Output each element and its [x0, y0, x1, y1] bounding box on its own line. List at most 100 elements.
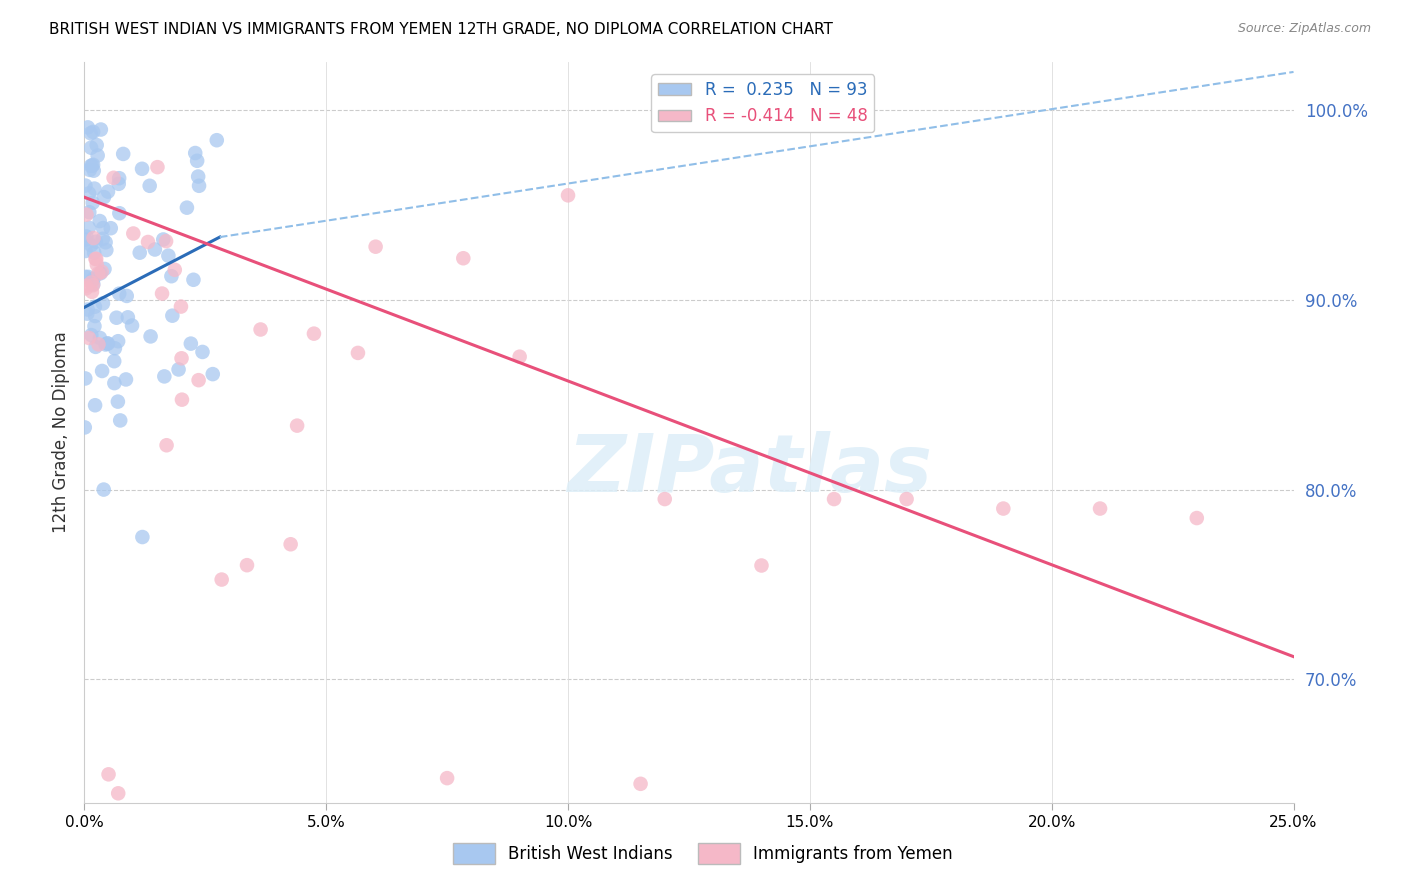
Point	[557, 188, 579, 202]
Point	[180, 336, 202, 351]
Point	[1185, 511, 1208, 525]
Point	[187, 373, 209, 387]
Point	[170, 351, 193, 366]
Point	[139, 329, 162, 343]
Point	[94, 235, 117, 250]
Point	[150, 286, 173, 301]
Point	[138, 178, 160, 193]
Point	[83, 272, 105, 286]
Point	[285, 418, 308, 433]
Point	[75, 244, 97, 258]
Point	[107, 786, 129, 800]
Point	[121, 318, 143, 333]
Point	[1088, 501, 1111, 516]
Point	[75, 278, 97, 293]
Point	[84, 309, 107, 323]
Text: Source: ZipAtlas.com: Source: ZipAtlas.com	[1237, 22, 1371, 36]
Point	[191, 345, 214, 359]
Point	[249, 322, 271, 336]
Point	[79, 205, 101, 219]
Point	[83, 181, 105, 195]
Point	[86, 258, 108, 272]
Point	[108, 171, 131, 186]
Point	[83, 163, 105, 178]
Point	[302, 326, 325, 341]
Point	[186, 153, 208, 168]
Text: ZIPatlas: ZIPatlas	[567, 431, 932, 508]
Point	[436, 771, 458, 785]
Point	[107, 177, 129, 191]
Point	[90, 122, 112, 136]
Point	[152, 232, 174, 246]
Point	[155, 438, 177, 452]
Point	[115, 289, 138, 303]
Point	[654, 491, 676, 506]
Point	[176, 201, 198, 215]
Point	[82, 158, 104, 172]
Point	[84, 398, 107, 412]
Point	[162, 309, 184, 323]
Point	[108, 286, 131, 301]
Legend: British West Indians, Immigrants from Yemen: British West Indians, Immigrants from Ye…	[447, 837, 959, 871]
Point	[94, 337, 117, 351]
Point	[184, 146, 207, 161]
Point	[97, 767, 120, 781]
Point	[82, 277, 104, 292]
Point	[79, 162, 101, 177]
Point	[79, 126, 101, 140]
Point	[108, 206, 131, 220]
Point	[82, 195, 104, 210]
Point	[83, 231, 105, 245]
Point	[83, 245, 105, 260]
Point	[84, 252, 107, 266]
Point	[347, 346, 370, 360]
Point	[80, 159, 103, 173]
Point	[77, 220, 100, 235]
Point	[83, 300, 105, 314]
Point	[107, 394, 129, 409]
Point	[188, 178, 211, 193]
Point	[80, 328, 103, 343]
Point	[96, 243, 118, 257]
Point	[77, 186, 100, 201]
Point	[84, 340, 107, 354]
Point	[82, 278, 104, 293]
Point	[163, 262, 186, 277]
Point	[76, 208, 98, 222]
Point	[100, 221, 122, 235]
Point	[131, 161, 153, 176]
Point	[453, 252, 475, 266]
Point	[115, 372, 138, 386]
Point	[211, 573, 233, 587]
Point	[76, 307, 98, 321]
Point	[84, 235, 107, 249]
Point	[143, 243, 166, 257]
Point	[112, 147, 135, 161]
Point	[86, 138, 108, 153]
Point	[280, 537, 302, 551]
Point	[146, 160, 169, 174]
Point	[104, 341, 127, 355]
Point	[75, 281, 97, 295]
Point	[73, 420, 96, 434]
Point	[80, 276, 103, 290]
Point	[91, 296, 114, 310]
Point	[87, 267, 110, 281]
Point	[89, 266, 111, 280]
Point	[105, 310, 128, 325]
Point	[80, 159, 103, 173]
Point	[91, 221, 114, 235]
Point	[75, 269, 97, 284]
Point	[80, 238, 103, 252]
Point	[122, 227, 145, 241]
Point	[160, 269, 183, 284]
Point	[103, 170, 125, 185]
Point	[103, 354, 125, 368]
Point	[153, 369, 176, 384]
Point	[183, 273, 205, 287]
Point	[93, 483, 115, 497]
Point	[896, 491, 918, 506]
Point	[167, 362, 190, 376]
Point	[91, 364, 114, 378]
Point	[75, 371, 97, 385]
